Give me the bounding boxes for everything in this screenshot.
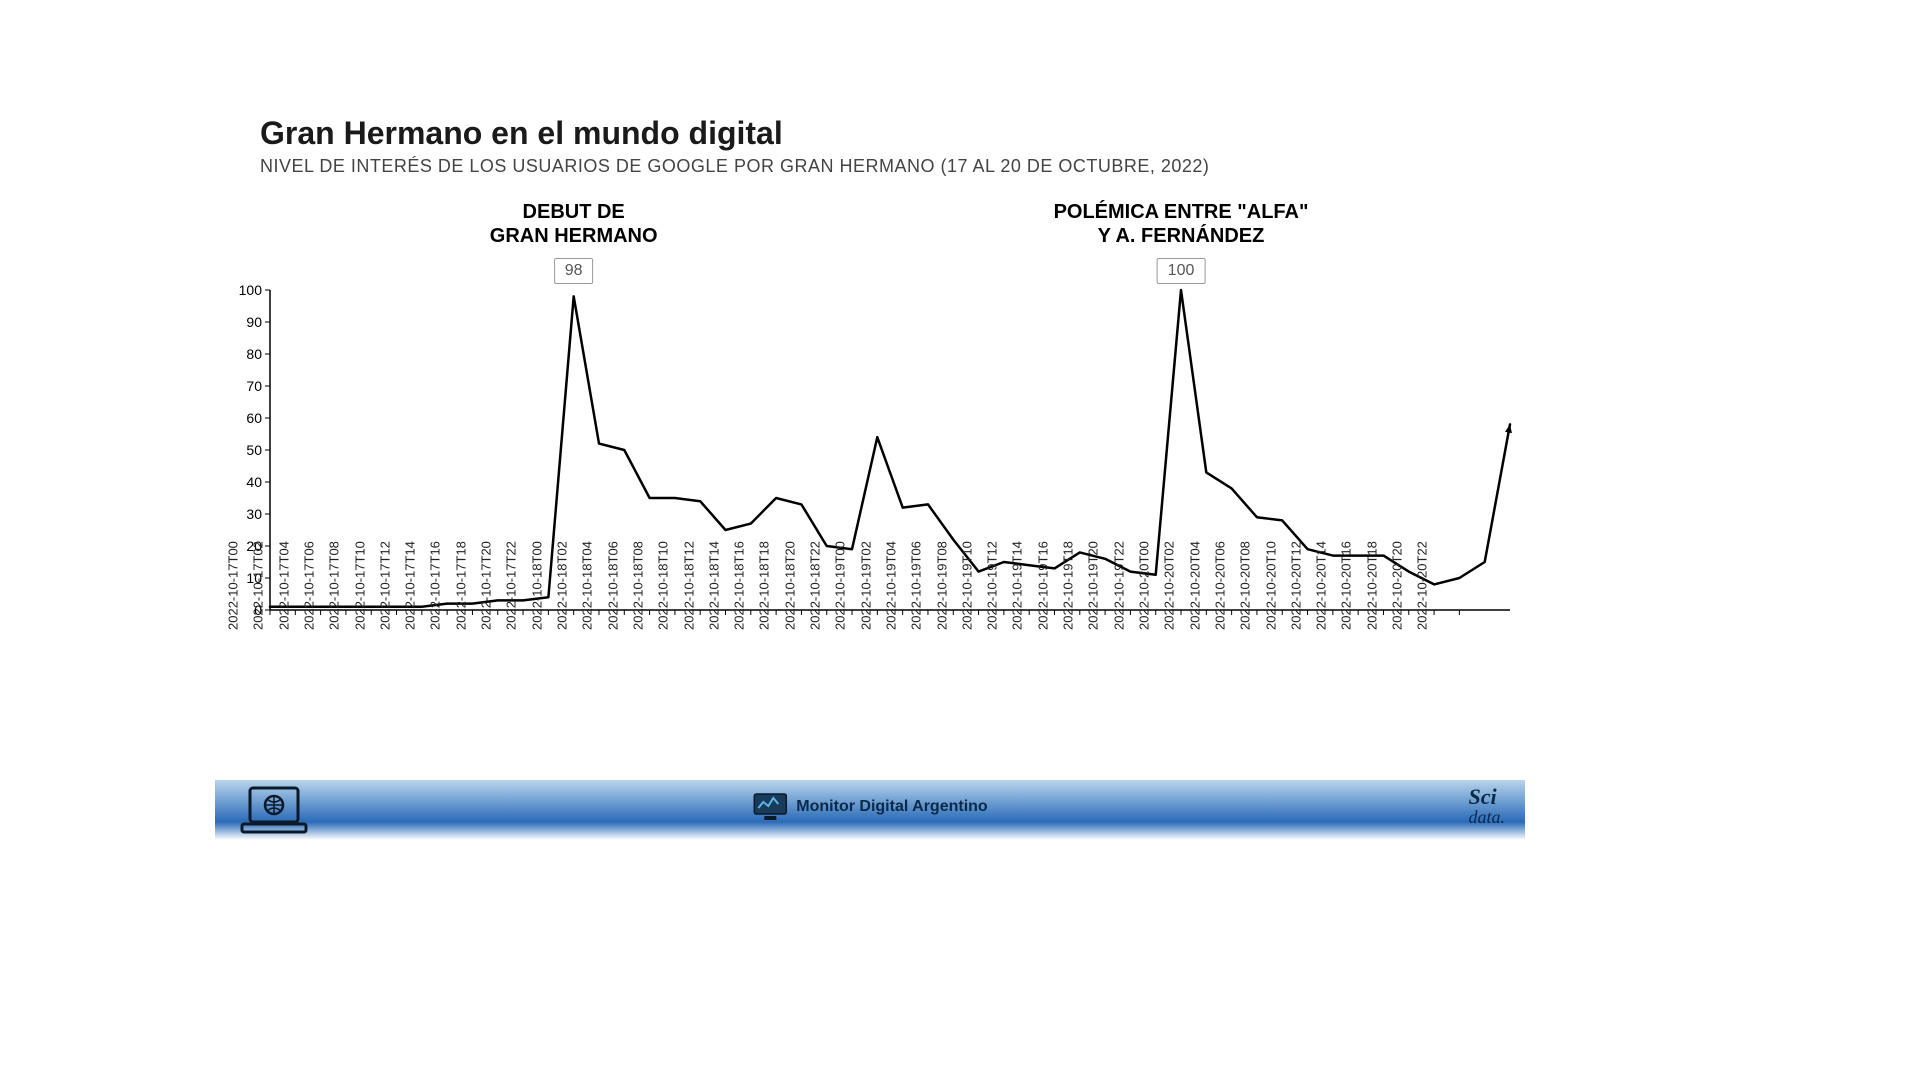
svg-text:100: 100	[239, 282, 263, 298]
laptop-globe-icon	[240, 784, 308, 836]
x-tick-label: 2022-10-17T04	[276, 541, 291, 630]
x-tick-label: 2022-10-19T00	[833, 541, 848, 630]
title-block: Gran Hermano en el mundo digital NIVEL D…	[260, 115, 1209, 177]
x-tick-label: 2022-10-18T20	[782, 541, 797, 630]
footer-center-label: Monitor Digital Argentino	[796, 798, 987, 816]
x-tick-label: 2022-10-18T10	[656, 541, 671, 630]
x-tick-label: 2022-10-18T04	[580, 541, 595, 630]
x-tick-label: 2022-10-19T12	[985, 541, 1000, 630]
x-tick-label: 2022-10-19T04	[884, 541, 899, 630]
x-tick-label: 2022-10-17T18	[453, 541, 468, 630]
x-tick-label: 2022-10-17T00	[226, 541, 241, 630]
x-tick-label: 2022-10-17T08	[327, 541, 342, 630]
x-tick-label: 2022-10-20T08	[1238, 541, 1253, 630]
x-axis-labels: 2022-10-17T002022-10-17T022022-10-17T042…	[230, 620, 1510, 780]
x-tick-label: 2022-10-20T18	[1364, 541, 1379, 630]
svg-text:70: 70	[246, 378, 262, 394]
x-tick-label: 2022-10-18T08	[630, 541, 645, 630]
svg-text:60: 60	[246, 410, 262, 426]
x-tick-label: 2022-10-20T06	[1212, 541, 1227, 630]
svg-text:30: 30	[246, 506, 262, 522]
chart-title: Gran Hermano en el mundo digital	[260, 115, 1209, 152]
x-tick-label: 2022-10-18T00	[529, 541, 544, 630]
x-tick-label: 2022-10-18T02	[555, 541, 570, 630]
x-tick-label: 2022-10-19T06	[909, 541, 924, 630]
x-tick-label: 2022-10-17T14	[403, 541, 418, 630]
svg-text:80: 80	[246, 346, 262, 362]
x-tick-label: 2022-10-17T16	[428, 541, 443, 630]
svg-text:40: 40	[246, 474, 262, 490]
footer-center: Monitor Digital Argentino	[752, 792, 987, 822]
x-tick-label: 2022-10-17T12	[377, 541, 392, 630]
x-tick-label: 2022-10-18T18	[757, 541, 772, 630]
x-tick-label: 2022-10-19T22	[1111, 541, 1126, 630]
footer-bar: Monitor Digital Argentino Sci data.	[215, 780, 1525, 840]
x-tick-label: 2022-10-19T10	[959, 541, 974, 630]
x-tick-label: 2022-10-18T12	[681, 541, 696, 630]
svg-text:90: 90	[246, 314, 262, 330]
x-tick-label: 2022-10-20T04	[1187, 541, 1202, 630]
x-tick-label: 2022-10-20T14	[1314, 541, 1329, 630]
x-tick-label: 2022-10-19T02	[858, 541, 873, 630]
x-tick-label: 2022-10-19T16	[1035, 541, 1050, 630]
x-tick-label: 2022-10-19T20	[1086, 541, 1101, 630]
peak-annotation: DEBUT DEGRAN HERMANO	[444, 200, 704, 248]
x-tick-label: 2022-10-17T06	[301, 541, 316, 630]
monitor-chart-icon	[752, 792, 788, 822]
x-tick-label: 2022-10-17T20	[479, 541, 494, 630]
chart-subtitle: NIVEL DE INTERÉS DE LOS USUARIOS DE GOOG…	[260, 156, 1209, 177]
x-tick-label: 2022-10-20T20	[1390, 541, 1405, 630]
x-tick-label: 2022-10-20T22	[1415, 541, 1430, 630]
x-tick-label: 2022-10-19T08	[934, 541, 949, 630]
x-tick-label: 2022-10-20T16	[1339, 541, 1354, 630]
x-tick-label: 2022-10-20T10	[1263, 541, 1278, 630]
x-tick-label: 2022-10-17T10	[352, 541, 367, 630]
footer-logo-scidata: Sci data.	[1468, 786, 1505, 826]
x-tick-label: 2022-10-18T16	[732, 541, 747, 630]
x-tick-label: 2022-10-20T00	[1137, 541, 1152, 630]
peak-annotation: POLÉMICA ENTRE "ALFA"Y A. FERNÁNDEZ	[1051, 200, 1311, 248]
x-tick-label: 2022-10-20T12	[1288, 541, 1303, 630]
x-tick-label: 2022-10-20T02	[1162, 541, 1177, 630]
x-tick-label: 2022-10-19T18	[1061, 541, 1076, 630]
peak-value-badge: 98	[554, 258, 594, 284]
x-tick-label: 2022-10-18T22	[808, 541, 823, 630]
x-tick-label: 2022-10-18T06	[605, 541, 620, 630]
x-tick-label: 2022-10-17T22	[504, 541, 519, 630]
x-tick-label: 2022-10-18T14	[706, 541, 721, 630]
svg-text:50: 50	[246, 442, 262, 458]
peak-value-badge: 100	[1157, 258, 1206, 284]
x-tick-label: 2022-10-19T14	[1010, 541, 1025, 630]
x-tick-label: 2022-10-17T02	[251, 541, 266, 630]
